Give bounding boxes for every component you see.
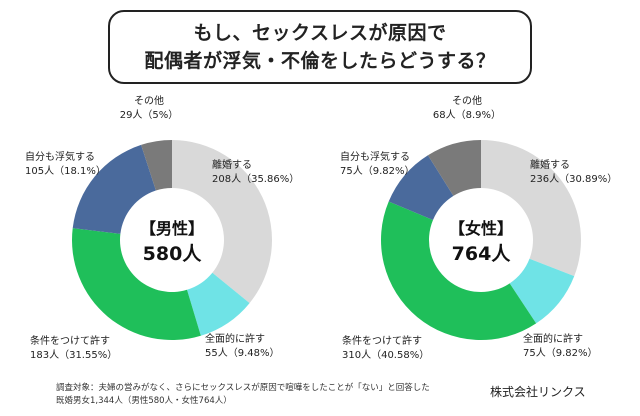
- slice-label-forgive_all: 全面的に許す: [205, 332, 265, 345]
- slice-forgive_cond: [381, 201, 537, 340]
- slice-value-forgive_all: 75人（9.82%）: [523, 347, 598, 359]
- slice-label-forgive_cond: 条件をつけて許す: [30, 334, 110, 347]
- footnote-line-2: 既婚男女1,344人（男性580人・女性764人）: [56, 396, 232, 406]
- slice-value-divorce: 208人（35.86%）: [212, 173, 299, 185]
- center-label-count: 764人: [452, 243, 512, 265]
- donut-chart-0: 【男性】 580人 離婚する 208人（35.86%） 全面的に許す 55人（9.48%）…: [25, 94, 299, 361]
- center-label-group: 【女性】: [449, 219, 513, 238]
- slice-divorce: [481, 140, 581, 277]
- slice-forgive_cond: [71, 228, 201, 340]
- title-line-1: もし、セックスレスが原因で: [193, 22, 447, 44]
- slice-label-cheat_too: 自分も浮気する: [25, 150, 95, 163]
- slice-forgive_all: [186, 272, 250, 336]
- slice-label-cheat_too: 自分も浮気する: [340, 150, 410, 163]
- slice-label-divorce: 離婚する: [212, 158, 252, 171]
- slice-cheat_too: [388, 155, 454, 221]
- slice-label-other: その他: [452, 94, 482, 107]
- slice-divorce: [172, 140, 272, 304]
- slice-value-forgive_cond: 310人（40.58%）: [342, 349, 429, 361]
- slice-value-cheat_too: 75人（9.82%）: [340, 165, 415, 177]
- slice-forgive_all: [509, 258, 575, 324]
- center-label-group: 【男性】: [140, 219, 204, 238]
- slice-value-other: 68人（8.9%）: [433, 109, 501, 121]
- donut-chart-1: 【女性】 764人 離婚する 236人（30.89%） 全面的に許す 75人（9.82%）…: [340, 94, 617, 361]
- footnote-line-1: 調査対象：夫婦の営みがなく、さらにセックスレスが原因で喧嘩をしたことが「ない」と…: [56, 383, 430, 393]
- slice-other: [427, 140, 481, 196]
- slice-value-forgive_cond: 183人（31.55%）: [30, 349, 117, 361]
- slice-value-divorce: 236人（30.89%）: [530, 173, 617, 185]
- slice-label-divorce: 離婚する: [530, 158, 570, 171]
- title-line-2: 配偶者が浮気・不倫をしたらどうする？: [144, 50, 496, 72]
- slice-value-other: 29人（5%）: [120, 109, 179, 121]
- center-label-count: 580人: [143, 243, 203, 265]
- slice-cheat_too: [72, 144, 156, 234]
- slice-label-other: その他: [134, 94, 164, 107]
- company-name: 株式会社リンクス: [490, 385, 586, 399]
- slice-value-forgive_all: 55人（9.48%）: [205, 347, 280, 359]
- title-box: もし、セックスレスが原因で 配偶者が浮気・不倫をしたらどうする？: [108, 10, 532, 84]
- slice-label-forgive_cond: 条件をつけて許す: [342, 334, 422, 347]
- slice-other: [141, 140, 172, 191]
- slice-value-cheat_too: 105人（18.1%）: [25, 165, 106, 177]
- survey-footnote: 調査対象：夫婦の営みがなく、さらにセックスレスが原因で喧嘩をしたことが「ない」と…: [56, 382, 430, 408]
- slice-label-forgive_all: 全面的に許す: [523, 332, 583, 345]
